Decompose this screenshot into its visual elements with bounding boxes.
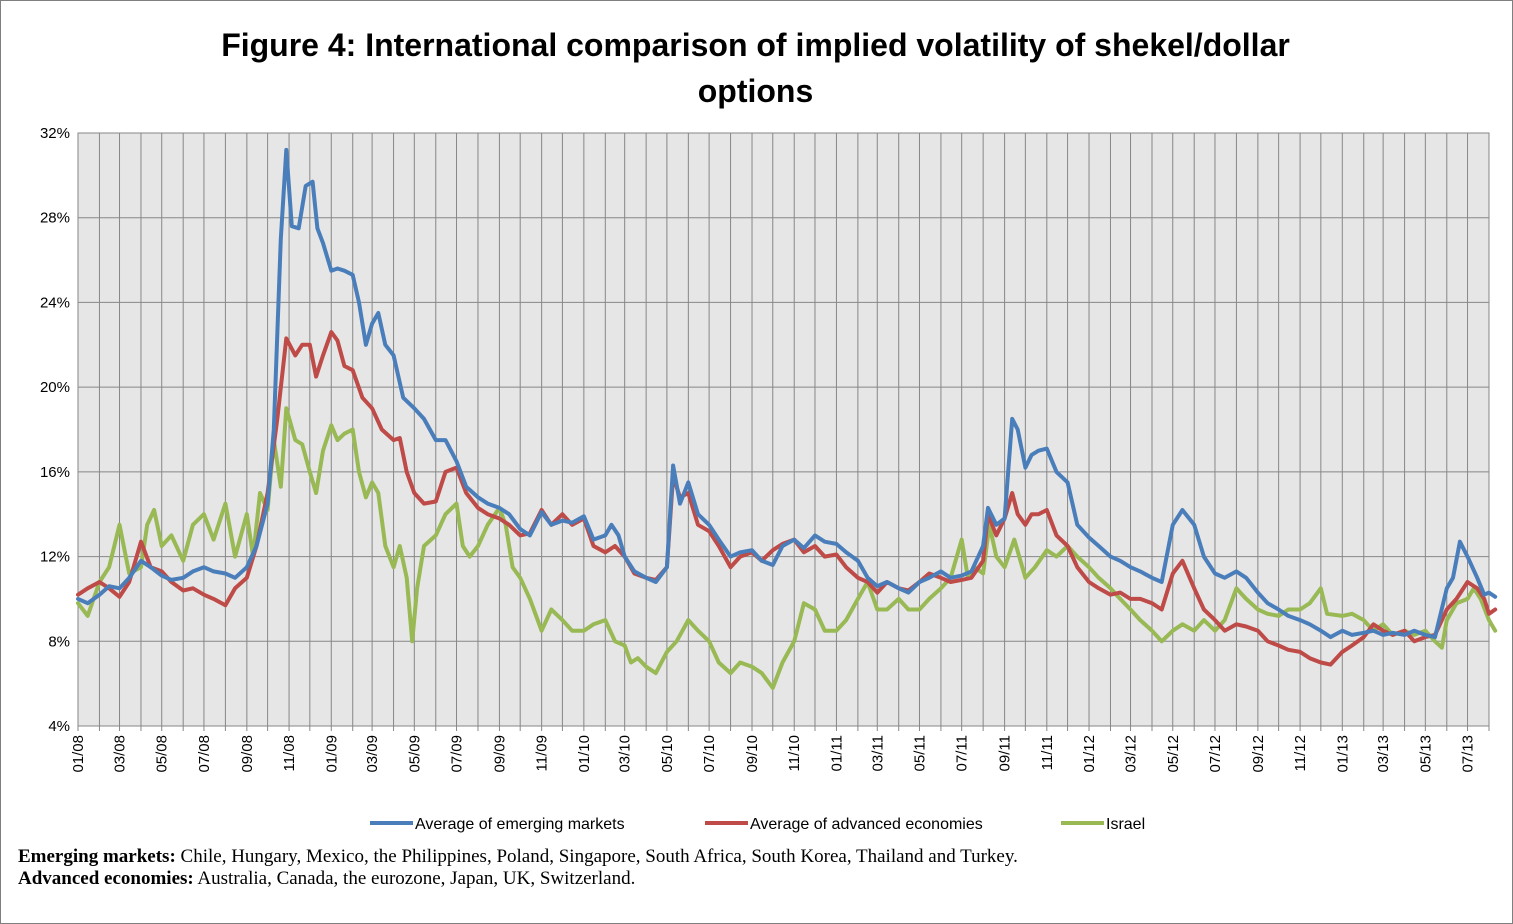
x-tick-label: 01/09 <box>323 735 340 773</box>
x-tick-label: 09/12 <box>1250 735 1267 773</box>
y-tick-label: 20% <box>40 379 70 396</box>
advanced-note: Advanced economies: Australia, Canada, t… <box>18 868 1018 890</box>
x-tick-label: 05/09 <box>406 735 423 773</box>
x-tick-label: 05/10 <box>659 735 676 773</box>
emerging-note-text: Chile, Hungary, Mexico, the Philippines,… <box>175 846 1018 867</box>
emerging-note: Emerging markets: Chile, Hungary, Mexico… <box>18 846 1018 868</box>
x-tick-label: 09/09 <box>491 735 508 773</box>
x-tick-label: 01/12 <box>1081 735 1098 773</box>
x-tick-label: 07/13 <box>1460 735 1477 773</box>
x-tick-label: 09/08 <box>239 735 256 773</box>
y-tick-label: 12% <box>40 549 70 566</box>
series-line-israel <box>76 406 1498 690</box>
x-tick-label: 05/12 <box>1165 735 1182 773</box>
x-tick-label: 01/10 <box>576 735 593 773</box>
y-tick-label: 16% <box>40 464 70 481</box>
x-tick-label: 03/10 <box>617 735 634 773</box>
x-tick-label: 11/11 <box>1039 735 1056 770</box>
chart-title: Figure 4: International comparison of im… <box>0 22 1511 114</box>
advanced-note-text: Australia, Canada, the eurozone, Japan, … <box>193 868 636 889</box>
x-tick-label: 11/12 <box>1292 735 1309 771</box>
x-tick-label: 07/09 <box>449 735 466 773</box>
x-tick-label: 09/10 <box>744 735 761 773</box>
x-tick-label: 07/12 <box>1207 735 1224 773</box>
x-tick-label: 03/11 <box>869 735 886 771</box>
series-lines <box>76 147 1498 690</box>
y-tick-label: 8% <box>48 633 70 650</box>
legend-label-emerging: Average of emerging markets <box>415 816 625 833</box>
x-tick-label: 11/08 <box>281 735 298 771</box>
x-tick-label: 01/13 <box>1334 735 1351 773</box>
x-tick-label: 07/08 <box>196 735 213 773</box>
x-tick-label: 07/10 <box>701 735 718 773</box>
y-tick-label: 32% <box>40 125 70 142</box>
chart-title-line-2: options <box>697 73 814 109</box>
emerging-note-label: Emerging markets: <box>18 846 176 867</box>
legend-label-israel: Israel <box>1106 816 1145 833</box>
x-tick-label: 07/11 <box>954 735 971 771</box>
x-tick-label: 01/11 <box>828 735 845 771</box>
x-tick-label: 11/09 <box>534 735 551 771</box>
x-tick-label: 11/10 <box>786 735 803 771</box>
footnotes: Emerging markets: Chile, Hungary, Mexico… <box>18 846 1018 890</box>
x-tick-label: 03/12 <box>1123 735 1140 773</box>
x-tick-label: 03/09 <box>364 735 381 773</box>
x-tick-label: 09/11 <box>997 735 1014 771</box>
x-tick-label: 05/11 <box>911 735 928 771</box>
chart-title-line-1: Figure 4: International comparison of im… <box>221 27 1290 63</box>
x-tick-label: 03/13 <box>1375 735 1392 773</box>
x-tick-label: 05/13 <box>1417 735 1434 773</box>
advanced-note-label: Advanced economies: <box>18 868 194 889</box>
y-tick-label: 4% <box>48 718 70 735</box>
legend: Average of emerging markets Average of ad… <box>370 816 1145 833</box>
gridlines <box>77 132 1490 727</box>
y-tick-label: 24% <box>40 294 70 311</box>
x-axis: 01/08 03/08 05/08 07/08 09/08 11/08 01/09 03/09… <box>70 726 1490 773</box>
x-tick-label: 01/08 <box>70 735 87 773</box>
series-line-emerging <box>76 147 1498 640</box>
y-axis: 4% 8% 12% 16% 20% 24% 28% 32% <box>40 125 70 735</box>
y-tick-label: 28% <box>40 210 70 227</box>
x-tick-label: 05/08 <box>154 735 171 773</box>
legend-label-advanced: Average of advanced economies <box>750 816 983 833</box>
x-tick-label: 03/08 <box>112 735 129 773</box>
